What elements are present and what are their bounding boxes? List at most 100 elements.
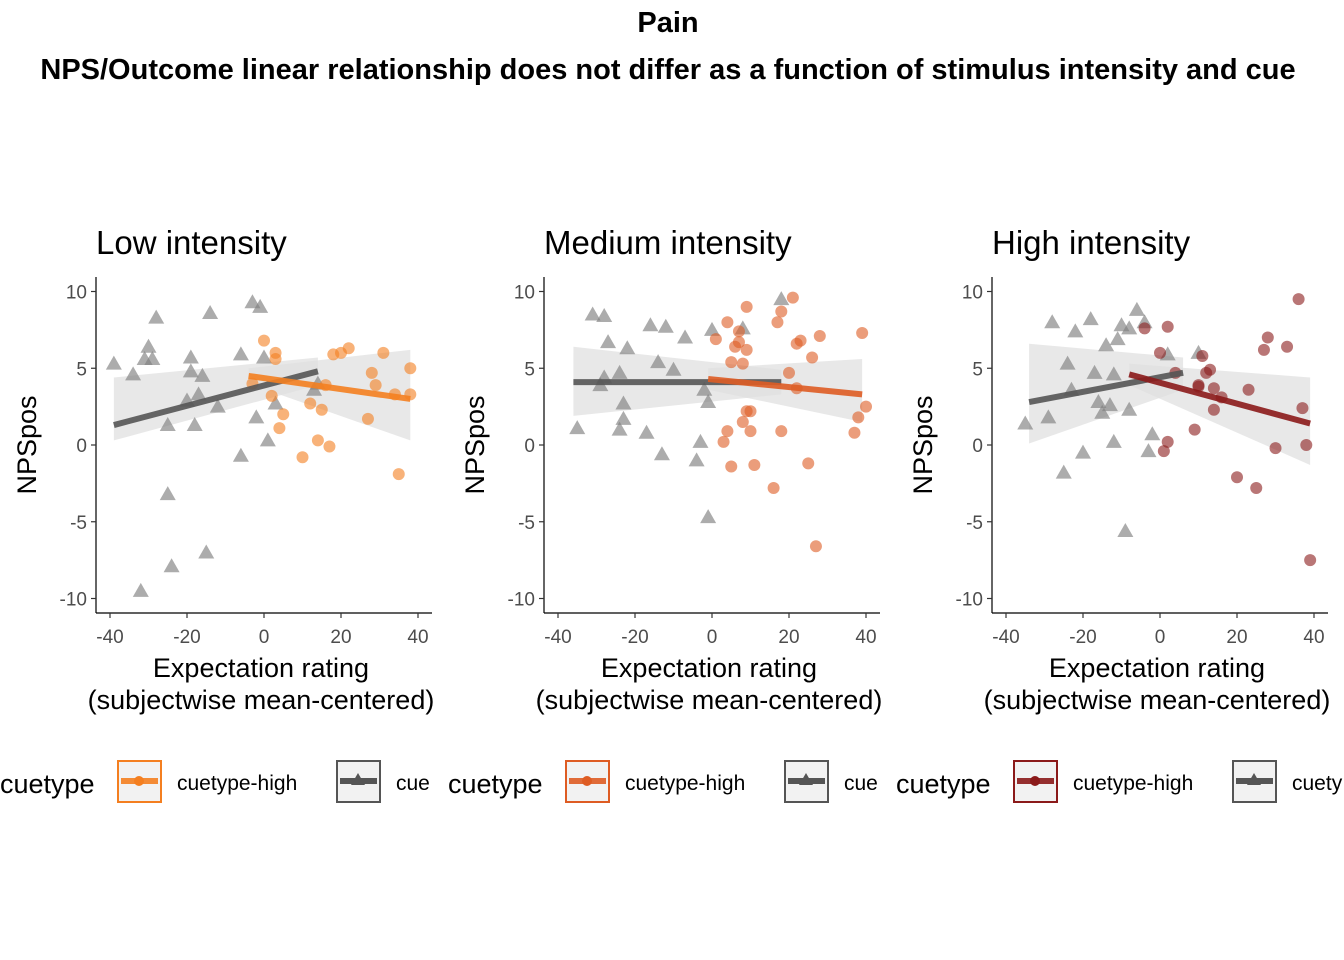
x-tick-label: 20 — [1226, 627, 1247, 648]
panel-title: Low intensity — [96, 224, 287, 261]
data-point-triangle — [105, 355, 122, 370]
data-point-circle — [1157, 445, 1170, 458]
fit-line-cue — [1028, 369, 1184, 405]
data-point-triangle — [232, 447, 249, 462]
legend-label: cuetype-high — [177, 772, 297, 795]
data-point-triangle — [1055, 464, 1072, 479]
legend-label: cuetype-high — [625, 772, 745, 795]
data-point-triangle — [1082, 311, 1099, 326]
data-point-triangle — [653, 446, 670, 461]
data-point-triangle — [611, 421, 628, 436]
legend-key-triangle — [351, 773, 365, 785]
y-tick-label: -5 — [966, 513, 983, 534]
data-point-triangle — [252, 298, 269, 313]
data-point-triangle — [600, 334, 617, 349]
x-axis-label-line2: (subjectwise mean-centered) — [88, 685, 435, 715]
y-axis-label: NPSpos — [12, 395, 42, 494]
data-point-triangle — [1067, 323, 1084, 338]
data-point-circle — [392, 468, 405, 481]
data-point-circle — [732, 325, 745, 338]
y-tick-label: -5 — [518, 513, 535, 534]
data-point-circle — [1242, 383, 1255, 396]
data-point-circle — [736, 357, 749, 370]
data-point-circle — [315, 403, 328, 416]
data-point-triangle — [1017, 415, 1034, 430]
data-point-triangle — [248, 409, 265, 424]
data-point-circle — [369, 379, 382, 392]
data-point-triangle — [611, 364, 628, 379]
data-point-circle — [1292, 293, 1305, 306]
data-point-triangle — [773, 291, 790, 306]
data-point-circle — [802, 457, 815, 470]
data-point-circle — [813, 330, 826, 343]
y-tick-label: 0 — [76, 436, 87, 457]
data-point-circle — [1261, 331, 1274, 344]
legend: cuetype cuetype-high cue — [448, 760, 878, 803]
data-point-triangle — [665, 361, 682, 376]
data-point-triangle — [1128, 301, 1145, 316]
data-point-triangle — [1121, 320, 1138, 335]
data-point-circle — [848, 426, 861, 439]
data-point-circle — [273, 422, 286, 435]
data-point-triangle — [692, 433, 709, 448]
data-point-triangle — [267, 395, 284, 410]
legend-title: cuetype — [896, 769, 991, 799]
data-point-circle — [1281, 340, 1294, 353]
data-point-triangle — [584, 306, 601, 321]
data-point-triangle — [1117, 522, 1134, 537]
data-point-triangle — [1140, 443, 1157, 458]
data-point-triangle — [642, 317, 659, 332]
data-point-triangle — [148, 309, 165, 324]
data-point-triangle — [244, 294, 261, 309]
data-point-triangle — [619, 340, 636, 355]
x-tick-label: -20 — [621, 627, 648, 648]
data-point-circle — [296, 451, 309, 464]
data-point-triangle — [163, 558, 180, 573]
data-point-triangle — [700, 509, 717, 524]
data-point-circle — [1196, 349, 1209, 362]
data-point-circle — [1300, 439, 1313, 451]
data-point-circle — [265, 389, 278, 402]
x-tick-label: -20 — [173, 627, 200, 648]
x-axis-label: Expectation rating — [601, 653, 817, 683]
data-point-triangle — [159, 417, 176, 432]
data-point-circle — [311, 434, 324, 447]
data-point-circle — [1204, 363, 1217, 376]
data-point-circle — [1154, 346, 1166, 359]
y-tick-label: 5 — [76, 359, 87, 380]
legend-label: cue — [396, 772, 430, 795]
x-tick-label: 20 — [778, 627, 799, 648]
x-tick-label: -40 — [992, 627, 1019, 648]
panels: Low intensity -10 -5 0 5 10 -40 -20 0 20 40 Expecta… — [0, 224, 1343, 803]
legend-label: cue — [844, 772, 878, 795]
data-point-triangle — [1121, 401, 1138, 416]
data-point-triangle — [1040, 409, 1057, 424]
data-point-circle — [856, 326, 869, 339]
data-point-circle — [744, 425, 757, 438]
data-point-circle — [806, 351, 819, 364]
data-point-triangle — [259, 432, 276, 447]
data-point-triangle — [1098, 337, 1115, 352]
data-point-circle — [709, 333, 722, 346]
data-point-circle — [721, 316, 734, 329]
data-point-circle — [1161, 320, 1174, 333]
data-point-triangle — [596, 308, 613, 323]
data-point-triangle — [194, 367, 211, 382]
fit-line-cuetype-high — [707, 376, 863, 398]
data-point-circle — [404, 362, 417, 375]
data-point-circle — [732, 336, 745, 349]
data-point-circle — [860, 400, 872, 413]
data-point-triangle — [615, 395, 632, 410]
legend-key-triangle — [1247, 773, 1261, 785]
data-point-triangle — [132, 582, 149, 597]
y-tick-label: 10 — [66, 283, 87, 304]
data-point-circle — [1138, 322, 1151, 335]
x-tick-label: -20 — [1069, 627, 1096, 648]
data-point-triangle — [256, 349, 272, 364]
chart-panel-1: Low intensity -10 -5 0 5 10 -40 -20 0 20 40 Expecta… — [0, 224, 435, 803]
data-point-triangle — [209, 398, 226, 413]
x-axis-label-line2: (subjectwise mean-centered) — [536, 685, 883, 715]
data-point-triangle — [202, 304, 219, 319]
y-tick-label: 5 — [524, 359, 535, 380]
data-point-triangle — [1105, 433, 1122, 448]
